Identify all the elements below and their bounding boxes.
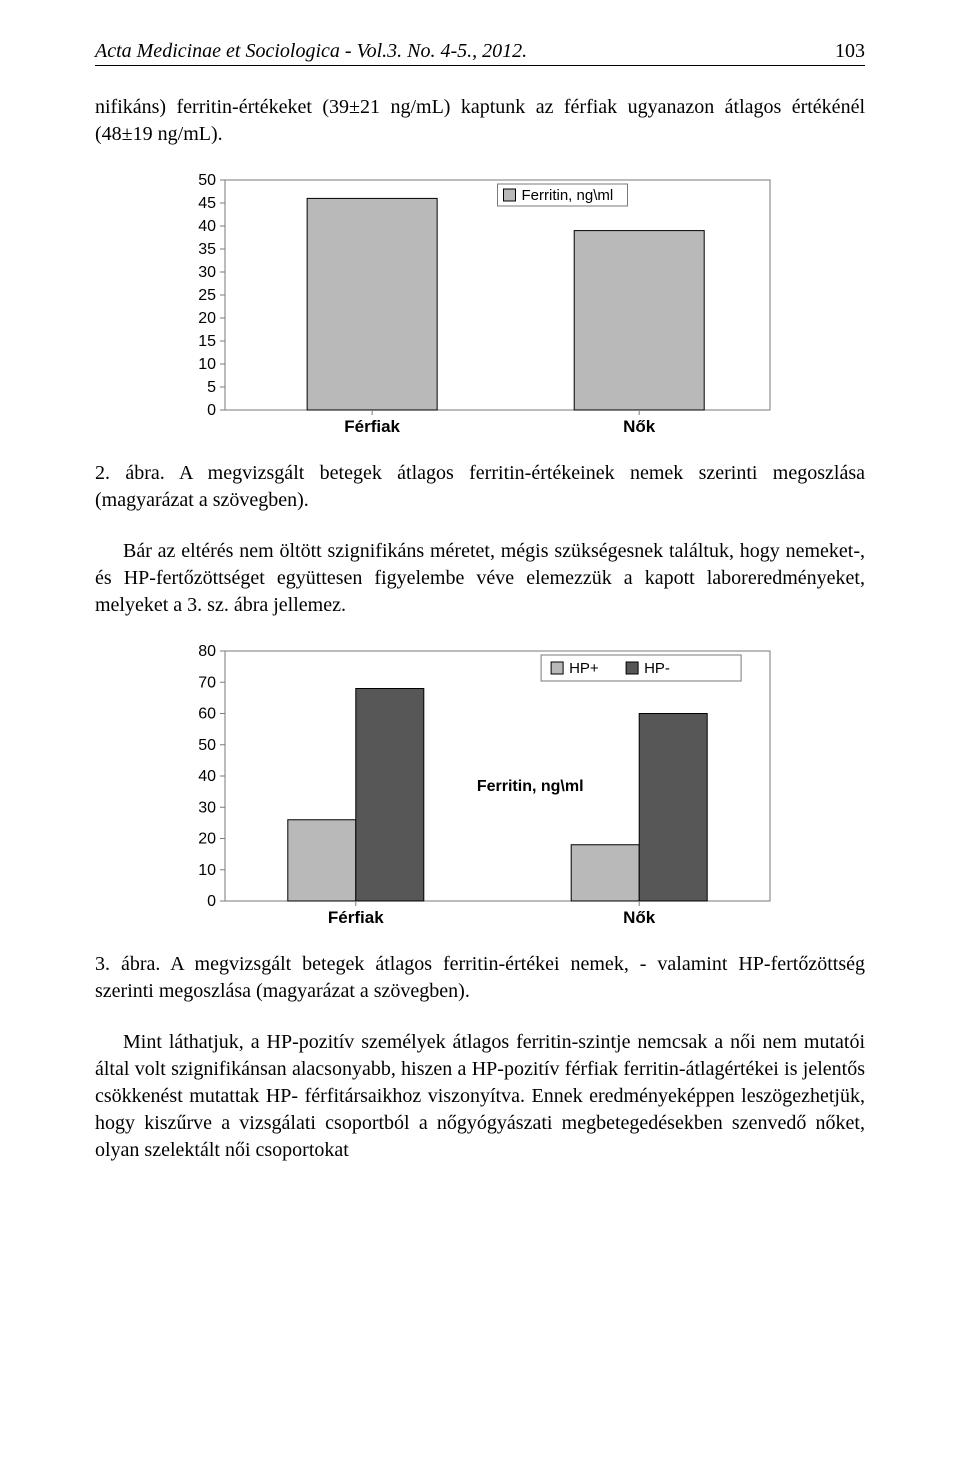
svg-text:50: 50 bbox=[198, 737, 216, 754]
svg-text:0: 0 bbox=[207, 402, 216, 419]
svg-text:10: 10 bbox=[198, 356, 216, 373]
para-1: nifikáns) ferritin-értékeket (39±21 ng/m… bbox=[95, 94, 865, 148]
svg-text:Ferritin, ng\ml: Ferritin, ng\ml bbox=[522, 187, 614, 204]
caption-1: 2. ábra. A megvizsgált betegek átlagos f… bbox=[95, 460, 865, 514]
svg-text:HP+: HP+ bbox=[569, 660, 599, 677]
svg-text:20: 20 bbox=[198, 831, 216, 848]
svg-text:40: 40 bbox=[198, 218, 216, 235]
svg-text:15: 15 bbox=[198, 333, 216, 350]
page-number: 103 bbox=[835, 40, 865, 63]
chart-2-wrap: 0 10 20 30 40 50 60 70 80 Férfiak Nők Ferritin, ng\… bbox=[95, 637, 865, 937]
caption-2: 3. ábra. A megvizsgált betegek átlagos f… bbox=[95, 951, 865, 1005]
svg-text:20: 20 bbox=[198, 310, 216, 327]
page: Acta Medicinae et Sociologica - Vol.3. N… bbox=[0, 0, 960, 1222]
svg-text:Nők: Nők bbox=[623, 417, 656, 436]
svg-text:70: 70 bbox=[198, 674, 216, 691]
svg-text:Nők: Nők bbox=[623, 908, 656, 927]
svg-text:45: 45 bbox=[198, 195, 216, 212]
svg-text:5: 5 bbox=[207, 379, 216, 396]
svg-text:25: 25 bbox=[198, 287, 216, 304]
chart-2: 0 10 20 30 40 50 60 70 80 Férfiak Nők Ferritin, ng\… bbox=[175, 637, 785, 937]
chart-1-wrap: 0 5 10 15 20 25 30 35 40 45 50 Férfiak Nők Ferritin, … bbox=[95, 166, 865, 446]
para-3: Mint láthatjuk, a HP-pozitív személyek á… bbox=[95, 1029, 865, 1164]
svg-text:Ferritin, ng\ml: Ferritin, ng\ml bbox=[477, 778, 584, 795]
svg-text:0: 0 bbox=[207, 893, 216, 910]
svg-text:40: 40 bbox=[198, 768, 216, 785]
journal-title: Acta Medicinae et Sociologica - Vol.3. N… bbox=[95, 40, 527, 63]
svg-text:30: 30 bbox=[198, 264, 216, 281]
para-2: Bár az eltérés nem öltött szignifikáns m… bbox=[95, 538, 865, 619]
chart-1: 0 5 10 15 20 25 30 35 40 45 50 Férfiak Nők Ferritin, … bbox=[175, 166, 785, 446]
svg-text:60: 60 bbox=[198, 706, 216, 723]
svg-text:Férfiak: Férfiak bbox=[328, 908, 384, 927]
svg-text:35: 35 bbox=[198, 241, 216, 258]
svg-text:30: 30 bbox=[198, 799, 216, 816]
svg-text:80: 80 bbox=[198, 643, 216, 660]
svg-text:HP-: HP- bbox=[644, 660, 670, 677]
svg-text:10: 10 bbox=[198, 862, 216, 879]
running-head: Acta Medicinae et Sociologica - Vol.3. N… bbox=[95, 40, 865, 66]
svg-text:50: 50 bbox=[198, 172, 216, 189]
svg-text:Férfiak: Férfiak bbox=[344, 417, 400, 436]
